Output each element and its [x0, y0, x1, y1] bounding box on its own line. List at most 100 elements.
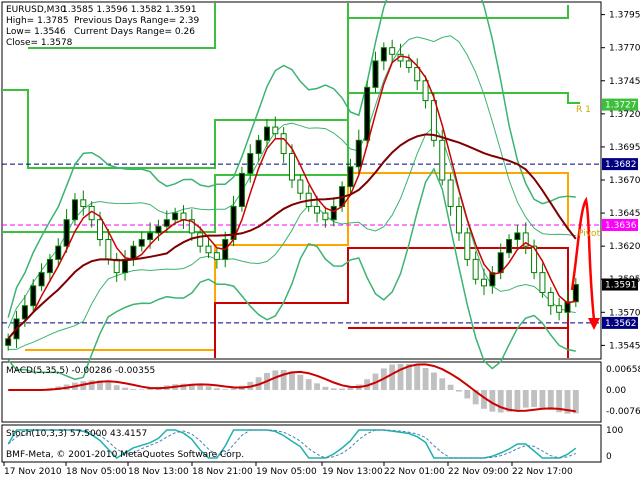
candle-body: [439, 139, 446, 181]
candle-body: [547, 291, 554, 307]
high-label: High= 1.3785: [6, 16, 69, 26]
candle-body: [430, 100, 437, 141]
candle-body: [522, 232, 529, 247]
candle-body: [105, 239, 112, 260]
macd-signal-line: [8, 363, 576, 413]
candle-body: [147, 232, 154, 241]
support-resistance-levels: [2, 3, 580, 358]
candle-body: [564, 301, 571, 313]
candle-body: [422, 80, 429, 102]
candle-body: [455, 205, 462, 234]
candle-body: [489, 272, 496, 287]
candle-body: [188, 219, 195, 234]
time-tick-label: 19 Nov 05:00: [256, 467, 317, 477]
candle-body: [213, 252, 220, 260]
candle-body: [330, 205, 337, 221]
candle-body: [531, 245, 538, 274]
price-tick-label: 1.3645: [609, 209, 640, 219]
candle-body: [280, 133, 287, 155]
bollinger-inner-upper: [7, 35, 576, 329]
symbol-label: EURUSD,M30: [6, 5, 66, 15]
candle-body: [389, 47, 396, 55]
candle-body: [138, 239, 145, 247]
stoch-label: Stoch(10,3,3) 57.5000 43.4157: [6, 429, 147, 439]
candlesticks: [5, 39, 579, 351]
candle-body: [113, 258, 120, 274]
candle-body: [405, 60, 412, 69]
price-badge-label: 1.3636: [605, 221, 637, 231]
price-axis: 1.3795 1.3770 1.3745 1.3720 1.3695 1.3670 1.36…: [601, 11, 640, 351]
candle-body: [288, 153, 296, 181]
macd-label: MACD(5,35,5) -0.00286 -0.00355: [6, 366, 155, 376]
candle-body: [297, 179, 304, 194]
stoch-tick-top: 100: [606, 426, 623, 436]
chart-header: EURUSD,M30 1.3585 1.3596 1.3582 1.3591 H…: [6, 5, 199, 48]
bollinger-upper: [7, 0, 576, 318]
candle-body: [180, 212, 187, 221]
candle-body: [122, 258, 129, 274]
stochastic-indicator: [7, 429, 577, 459]
time-tick-label: 18 Nov 13:00: [128, 467, 189, 477]
candle-body: [447, 179, 454, 207]
price-tick-label: 1.3570: [609, 308, 640, 318]
price-badges: 1.3727 1.3682 1.3636 1.3591 1.3562: [602, 98, 638, 329]
price-badge-label: 1.3591: [605, 281, 637, 291]
candle-body: [539, 272, 546, 293]
bollinger-bands: [7, 0, 576, 381]
candle-body: [314, 205, 321, 214]
candle-body: [172, 212, 179, 221]
candle-body: [380, 47, 387, 62]
price-tick-label: 1.3745: [609, 77, 640, 87]
time-tick-label: 19 Nov 13:00: [322, 467, 383, 477]
candle-body: [205, 245, 212, 254]
time-tick-label: 22 Nov 01:00: [384, 467, 445, 477]
stoch-tick-bottom: 0: [606, 452, 612, 462]
candle-body: [272, 126, 279, 135]
prev-range-label: Previous Days Range= 2.39: [74, 16, 199, 26]
curr-range-label: Current Days Range= 0.26: [74, 27, 195, 37]
price-badge: [602, 158, 638, 171]
candle-body: [197, 232, 204, 247]
candle-body: [364, 86, 371, 141]
candle-body: [163, 219, 170, 227]
candle-body: [155, 225, 162, 234]
macd-tick-mid: 0.00: [606, 386, 626, 396]
candle-body: [355, 139, 362, 168]
price-tick-label: 1.3795: [609, 11, 640, 21]
forecast-arrow: [570, 196, 600, 330]
candle-body: [322, 212, 329, 221]
copyright-label: BMF-Meta, © 2001-2010 MetaQuotes Softwar…: [6, 450, 244, 460]
time-tick-label: 22 Nov 09:00: [448, 467, 509, 477]
pivot-label: Pivot: [578, 229, 601, 239]
macd-tick-bottom: -0.00768: [606, 407, 640, 417]
close-label: Close= 1.3578: [6, 38, 73, 48]
candle-body: [255, 139, 262, 155]
price-badge: [602, 98, 638, 111]
candle-body: [347, 166, 354, 188]
candle-body: [21, 305, 28, 320]
low-label: Low= 1.3546: [6, 27, 66, 37]
price-tick-label: 1.3770: [609, 44, 640, 54]
candle-body: [238, 172, 245, 207]
bollinger-lower: [7, 167, 576, 381]
candle-body: [472, 258, 479, 280]
time-axis: 17 Nov 2010 18 Nov 05:00 18 Nov 13:00 18 No…: [3, 462, 573, 477]
candle-body: [80, 199, 87, 207]
candle-body: [130, 245, 137, 260]
candle-body: [414, 67, 421, 82]
candle-body: [63, 219, 70, 247]
slow-ma-line: [7, 133, 577, 340]
price-badge-label: 1.3562: [605, 319, 637, 329]
price-tick-label: 1.3695: [609, 143, 640, 153]
candle-body: [372, 60, 379, 88]
candle-body: [572, 284, 579, 303]
stoch-signal-line: [7, 429, 576, 459]
time-tick-label: 18 Nov 05:00: [66, 467, 127, 477]
candle-body: [247, 153, 254, 174]
macd-indicator: [8, 363, 579, 414]
price-badge: [602, 278, 638, 291]
price-tick-label: 1.3620: [609, 242, 640, 252]
candle-body: [514, 232, 521, 241]
